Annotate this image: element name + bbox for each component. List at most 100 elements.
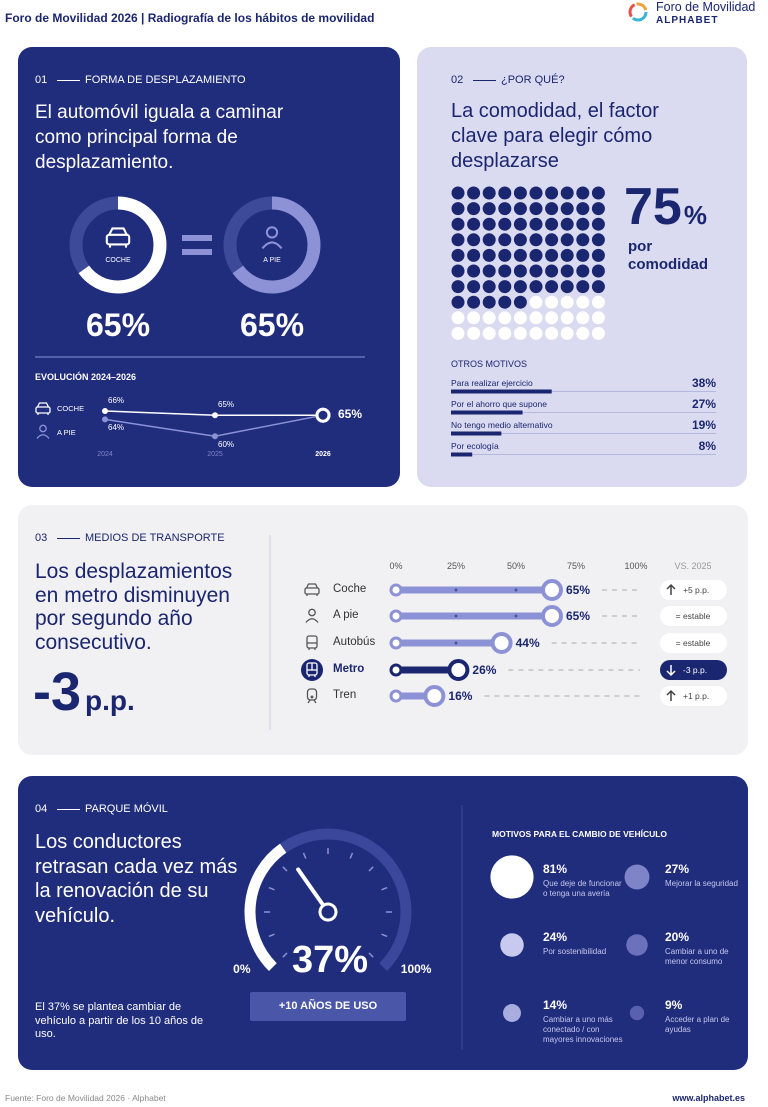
slider-tick (454, 614, 458, 618)
icon-person (261, 226, 283, 250)
change-label: +1 p.p. (683, 691, 710, 701)
x-tick-label: 100% (624, 561, 648, 571)
dot (576, 295, 590, 309)
dot (591, 186, 605, 200)
icon-part (304, 587, 320, 595)
dot (482, 264, 496, 278)
dot (560, 202, 574, 216)
main-value: 75 (624, 178, 682, 236)
dot (467, 186, 481, 200)
motive-bubble (626, 934, 648, 956)
mode-name: Coche (333, 583, 367, 595)
icon-part (39, 424, 47, 433)
donut-arc (223, 196, 321, 294)
dot (560, 311, 574, 325)
gauge-tick (282, 952, 288, 958)
icon-person (305, 608, 319, 623)
vs-label: VS. 2025 (674, 561, 712, 571)
dot (467, 217, 481, 231)
gauge-tick (381, 933, 388, 938)
dot (498, 280, 512, 294)
motive-bubble (624, 864, 650, 890)
motive-label: Acceder a plan de ayudas (665, 1015, 730, 1034)
arrow-down (666, 665, 676, 677)
gauge-tick (368, 952, 374, 958)
dot (560, 233, 574, 247)
icon-part (36, 434, 50, 439)
change-label: -3 p.p. (683, 665, 708, 675)
icon-part (36, 402, 50, 408)
legend-label: COCHE (57, 404, 85, 413)
dot (560, 248, 574, 262)
dot (498, 217, 512, 231)
dot (545, 311, 559, 325)
icon-car (35, 402, 51, 415)
gauge-tick (381, 886, 388, 891)
dot (451, 280, 465, 294)
dot (576, 217, 590, 231)
dot (451, 326, 465, 340)
icon-part (105, 233, 131, 246)
panel-medios (18, 505, 748, 755)
change-label: = estable (675, 611, 711, 621)
reason-label: Por el ahorro que supone (451, 399, 547, 409)
mode-value: 16% (448, 689, 473, 703)
donut-value: 65% (85, 307, 151, 343)
dot (482, 311, 496, 325)
dot (576, 326, 590, 340)
source: Fuente: Foro de Movilidad 2026 · Alphabe… (5, 1093, 166, 1103)
change-label: = estable (675, 638, 711, 648)
dot (591, 217, 605, 231)
slider-knob (490, 632, 513, 654)
x-tick-label: 25% (446, 561, 466, 571)
dot (467, 248, 481, 262)
slider-knob (423, 685, 446, 707)
note: El 37% se plantea cambiar de vehículo a … (35, 1001, 204, 1040)
logo-ring (628, 2, 648, 22)
point-label: 60% (218, 440, 235, 450)
icon-metro (306, 662, 318, 677)
equals-bar (182, 235, 212, 241)
dot (529, 295, 543, 309)
dot (482, 326, 496, 340)
dot (467, 202, 481, 216)
reason-label: Para realizar ejercicio (451, 378, 533, 388)
motive-value: 20% (665, 930, 690, 944)
dot (529, 202, 543, 216)
reason-bar (451, 389, 552, 394)
change-pill (660, 686, 727, 706)
point (102, 416, 108, 423)
icon-part (305, 618, 319, 623)
gauge-tick (268, 933, 275, 938)
icon-car (105, 227, 131, 248)
dot (529, 217, 543, 231)
reason-bar (451, 431, 502, 436)
slider-start (389, 583, 403, 597)
dot (545, 326, 559, 340)
motive-bubble (490, 855, 534, 899)
dot (576, 248, 590, 262)
dot (513, 186, 527, 200)
dot (576, 280, 590, 294)
slider-knob (541, 605, 563, 627)
change-pill (660, 580, 727, 600)
section-number: 01 (35, 74, 48, 86)
dot (560, 217, 574, 231)
section-number: 03 (35, 532, 48, 544)
dot (591, 233, 605, 247)
dot (545, 202, 559, 216)
dot (576, 202, 590, 216)
dot (513, 202, 527, 216)
dot (513, 217, 527, 231)
icon-bus (306, 635, 318, 650)
section-label: PARQUE MÓVIL (85, 803, 168, 815)
slider-tick (454, 641, 458, 645)
gauge-min: 0% (233, 962, 251, 976)
dot (482, 295, 496, 309)
reason-value: 38% (691, 376, 716, 390)
donut-icon-label: A PIE (263, 257, 281, 264)
dot (482, 186, 496, 200)
dot (451, 186, 465, 200)
point-label: 66% (108, 396, 125, 405)
